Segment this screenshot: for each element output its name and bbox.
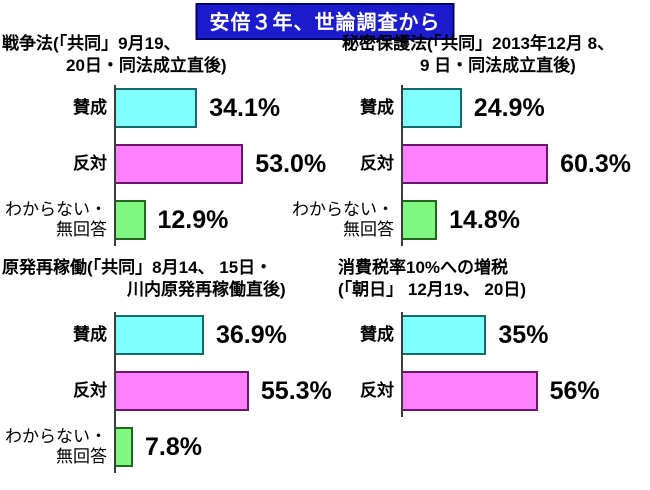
chart-header: 戦争法(「共同」9月19、 20日・同法成立直後) — [2, 33, 328, 77]
bar-label: 反対 — [73, 154, 107, 173]
bar-label: 反対 — [360, 381, 394, 400]
bar-label: わからない・ 無回答 — [292, 200, 394, 239]
bar-label: 賛成 — [73, 325, 107, 344]
axis-line — [401, 312, 403, 417]
chart-header: 消費税率10%への増税 (「朝日」 12月19、 20日) — [330, 257, 650, 301]
bar-oppose — [401, 371, 538, 411]
chart-secrets-protection-law: 秘密保護法(「共同」2013年12月 8、 9 日・同法成立直後) 賛成 24.… — [292, 33, 650, 246]
bar-agree — [114, 88, 198, 128]
bar-label: 反対 — [360, 154, 394, 173]
bar-label: 反対 — [73, 381, 107, 400]
bar-row-unknown: わからない・ 無回答 12.9% — [2, 200, 328, 240]
chart-header: 原発再稼働(「共同」8月14、 15日・ 川内原発再稼働直後) — [2, 257, 328, 301]
bar-value: 7.8% — [145, 432, 202, 461]
bar-oppose — [401, 144, 549, 184]
bar-value: 35% — [498, 320, 549, 349]
bar-row-oppose: 反対 53.0% — [2, 144, 328, 184]
bar-label: わからない・ 無回答 — [5, 200, 107, 239]
chart-war-law: 戦争法(「共同」9月19、 20日・同法成立直後) 賛成 34.1% 反対 53… — [2, 33, 328, 246]
bar-agree — [401, 315, 487, 355]
bar-unknown — [114, 427, 133, 467]
bar-value: 55.3% — [260, 376, 332, 405]
chart-header: 秘密保護法(「共同」2013年12月 8、 9 日・同法成立直後) — [330, 33, 650, 77]
chart-consumption-tax: 消費税率10%への増税 (「朝日」 12月19、 20日) 賛成 35% 反対 … — [330, 257, 650, 417]
bar-oppose — [114, 144, 244, 184]
bar-unknown — [114, 200, 146, 240]
bar-unknown — [401, 200, 438, 240]
axis-line — [401, 85, 403, 246]
bar-row-unknown: わからない・ 無回答 7.8% — [2, 427, 328, 467]
bar-agree — [114, 315, 204, 355]
bar-row-agree: 賛成 36.9% — [2, 315, 328, 355]
bar-value: 56% — [549, 376, 600, 405]
bar-agree — [401, 88, 462, 128]
bar-label: 賛成 — [360, 325, 394, 344]
axis-line — [114, 312, 116, 473]
chart-header-line1: 戦争法(「共同」9月19、 — [2, 34, 181, 53]
plot-area: 賛成 24.9% 反対 60.3% わからない・ 無回答 14.8% — [292, 85, 650, 246]
bar-value: 24.9% — [473, 93, 545, 122]
bar-label: わからない・ 無回答 — [5, 427, 107, 466]
bar-oppose — [114, 371, 249, 411]
axis-line — [114, 85, 116, 246]
bar-row-unknown: わからない・ 無回答 14.8% — [292, 200, 650, 240]
chart-header-line2: 川内原発再稼働直後) — [127, 280, 286, 299]
chart-header-line2: 20日・同法成立直後) — [66, 56, 227, 75]
page-title: 安倍３年、世論調査から — [195, 3, 455, 40]
chart-header-line1: 原発再稼働(「共同」8月14、 15日・ — [2, 258, 273, 277]
chart-header-line2: (「朝日」 12月19、 20日) — [338, 280, 526, 299]
bar-row-oppose: 反対 56% — [330, 371, 650, 411]
bar-value: 60.3% — [560, 149, 631, 178]
bar-row-oppose: 反対 60.3% — [330, 144, 650, 184]
bar-row-agree: 賛成 24.9% — [330, 88, 650, 128]
bar-value: 14.8% — [449, 205, 520, 234]
chart-header-line2: 9 日・同法成立直後) — [420, 56, 576, 75]
bar-value: 34.1% — [209, 93, 281, 122]
bar-label: 賛成 — [73, 98, 107, 117]
plot-area: 賛成 34.1% 反対 53.0% わからない・ 無回答 12.9% — [2, 85, 328, 246]
bar-value: 12.9% — [157, 205, 229, 234]
bar-row-agree: 賛成 34.1% — [2, 88, 328, 128]
plot-area: 賛成 36.9% 反対 55.3% わからない・ 無回答 7.8% — [2, 312, 332, 473]
chart-header-line1: 消費税率10%への増税 — [338, 258, 509, 277]
plot-area: 賛成 35% 反対 56% — [330, 312, 650, 417]
chart-header-line1: 秘密保護法(「共同」2013年12月 8、 — [342, 34, 615, 53]
bar-row-agree: 賛成 35% — [330, 315, 650, 355]
bar-row-oppose: 反対 55.3% — [2, 371, 332, 411]
bar-label: 賛成 — [360, 98, 394, 117]
bar-value: 36.9% — [216, 320, 287, 349]
bar-value: 53.0% — [255, 149, 327, 178]
chart-nuclear-restart: 原発再稼働(「共同」8月14、 15日・ 川内原発再稼働直後) 賛成 36.9%… — [2, 257, 332, 473]
